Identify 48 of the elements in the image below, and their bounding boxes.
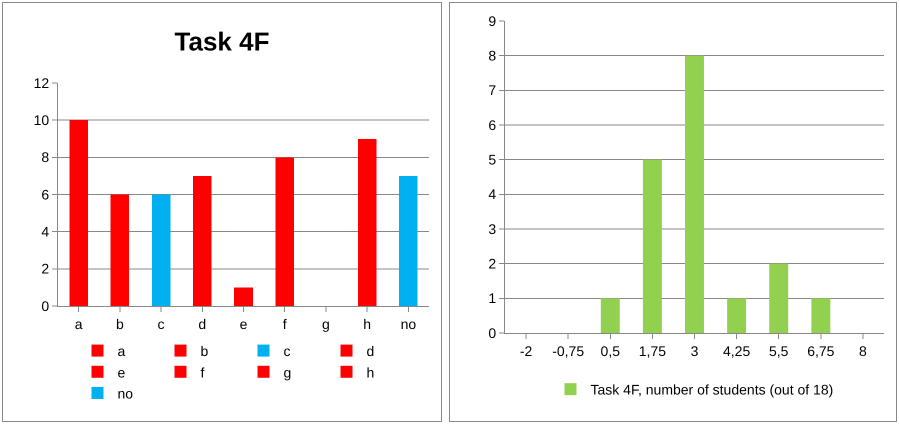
chart-title: Task 4F [174, 26, 270, 56]
y-tick-label: 1 [488, 290, 496, 306]
legend-label: f [200, 364, 204, 380]
x-tick-label: g [322, 316, 330, 332]
bar [811, 298, 830, 333]
y-tick-label: 2 [41, 260, 50, 277]
y-tick-label: 4 [488, 186, 496, 202]
legend-label: e [118, 364, 126, 380]
x-tick-label: no [400, 316, 416, 332]
legend-label: h [366, 364, 374, 380]
x-tick-label: h [363, 316, 372, 332]
y-tick-label: 9 [488, 12, 496, 29]
y-tick-label: 8 [41, 149, 50, 166]
x-tick-label: -0,75 [552, 342, 584, 359]
y-tick-label: 0 [488, 324, 496, 341]
y-tick-label: 7 [488, 82, 496, 98]
x-tick-label: 6,75 [807, 342, 835, 359]
y-tick-label: 6 [41, 186, 50, 202]
x-tick-label: 4,25 [722, 342, 750, 359]
bar [685, 56, 704, 333]
y-tick-label: 8 [488, 48, 496, 64]
y-tick-label: 5 [488, 152, 496, 168]
bar [600, 298, 620, 333]
x-tick-label: f [282, 316, 287, 332]
x-tick-label: c [158, 316, 165, 332]
y-tick-label: 6 [488, 116, 496, 133]
y-tick-label: 3 [488, 220, 496, 237]
y-tick-label: 0 [41, 298, 50, 314]
x-tick-label: e [240, 316, 248, 332]
x-tick-label: -2 [520, 342, 532, 359]
legend-label: no [118, 385, 134, 402]
y-tick-label: 2 [488, 256, 496, 272]
bar [727, 298, 746, 333]
legend-label: Task 4F, number of students (out of 18) [590, 382, 834, 398]
x-tick-label: 3 [690, 342, 699, 359]
y-tick-label: 4 [41, 224, 50, 240]
x-tick-label: 8 [859, 342, 868, 359]
y-tick-label: 10 [34, 112, 50, 128]
x-tick-label: 5,5 [768, 342, 789, 359]
x-tick-label: 0,5 [600, 342, 620, 359]
x-tick-label: b [116, 316, 124, 332]
bar [769, 264, 788, 333]
bar [642, 160, 662, 333]
x-tick-label: d [198, 316, 206, 332]
x-tick-label: a [74, 316, 83, 332]
legend-label: g [284, 364, 292, 380]
y-tick-label: 12 [34, 74, 50, 91]
x-tick-label: 1,75 [638, 342, 666, 359]
